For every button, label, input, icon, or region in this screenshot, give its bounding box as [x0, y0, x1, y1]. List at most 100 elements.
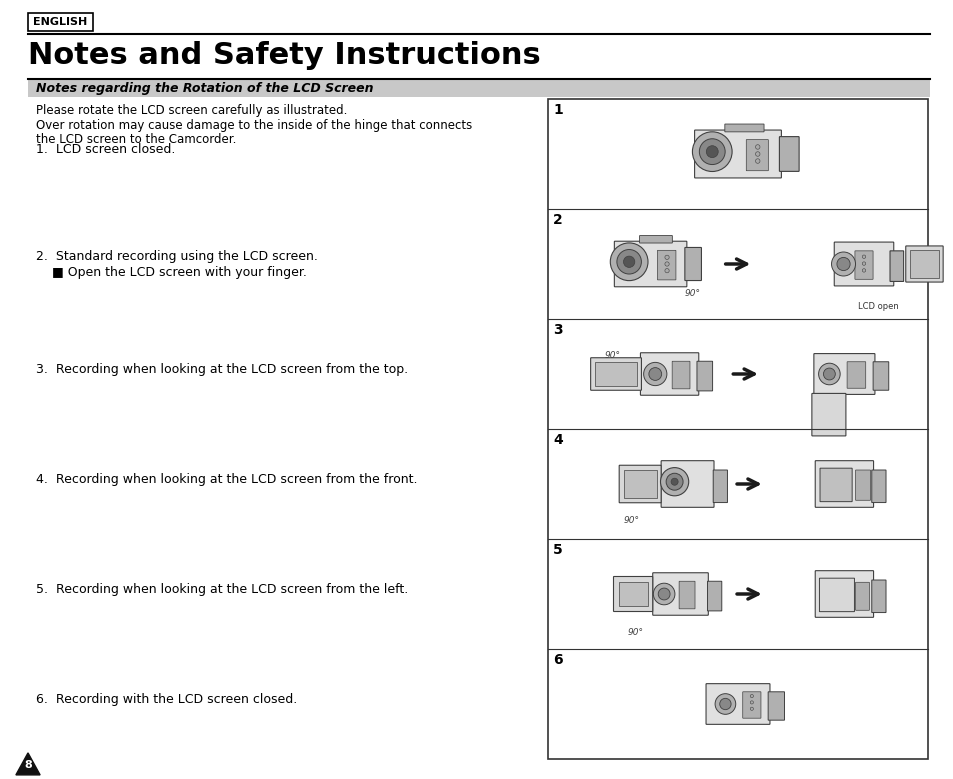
Text: 1: 1: [553, 103, 562, 117]
FancyBboxPatch shape: [713, 470, 727, 502]
FancyBboxPatch shape: [724, 124, 763, 132]
Circle shape: [822, 368, 835, 380]
Circle shape: [705, 146, 718, 157]
Circle shape: [719, 698, 730, 710]
Text: the LCD screen to the Camcorder.: the LCD screen to the Camcorder.: [36, 133, 236, 146]
Text: 90°: 90°: [623, 516, 639, 524]
FancyBboxPatch shape: [613, 576, 652, 612]
Circle shape: [749, 707, 753, 710]
FancyBboxPatch shape: [705, 684, 769, 724]
FancyBboxPatch shape: [660, 460, 713, 507]
Circle shape: [836, 257, 849, 270]
FancyBboxPatch shape: [779, 136, 799, 171]
FancyBboxPatch shape: [679, 581, 695, 609]
FancyBboxPatch shape: [672, 361, 689, 389]
FancyBboxPatch shape: [815, 571, 873, 617]
Bar: [28, 79, 929, 97]
Text: 90°: 90°: [683, 289, 700, 298]
Circle shape: [610, 243, 647, 280]
Text: 90°: 90°: [627, 629, 642, 637]
FancyBboxPatch shape: [697, 361, 712, 391]
FancyBboxPatch shape: [707, 581, 721, 611]
Text: 1.  LCD screen closed.: 1. LCD screen closed.: [36, 143, 175, 156]
FancyBboxPatch shape: [909, 250, 938, 278]
Circle shape: [755, 145, 760, 150]
FancyBboxPatch shape: [904, 246, 943, 282]
Text: LCD open: LCD open: [858, 302, 898, 311]
FancyBboxPatch shape: [652, 573, 707, 615]
Text: Notes and Safety Instructions: Notes and Safety Instructions: [28, 41, 540, 70]
FancyBboxPatch shape: [855, 470, 869, 500]
FancyBboxPatch shape: [819, 578, 854, 612]
Circle shape: [664, 262, 668, 266]
FancyBboxPatch shape: [618, 465, 660, 502]
Circle shape: [755, 152, 760, 157]
Text: 2: 2: [553, 213, 562, 227]
FancyBboxPatch shape: [595, 362, 637, 386]
Circle shape: [699, 139, 724, 164]
Text: 8: 8: [24, 760, 31, 770]
FancyBboxPatch shape: [684, 248, 700, 280]
FancyBboxPatch shape: [694, 130, 781, 178]
Circle shape: [664, 269, 668, 273]
FancyBboxPatch shape: [767, 692, 783, 720]
Polygon shape: [16, 753, 40, 775]
Circle shape: [659, 467, 688, 495]
FancyBboxPatch shape: [745, 139, 767, 171]
Text: Over rotation may cause damage to the inside of the hinge that connects: Over rotation may cause damage to the in…: [36, 119, 472, 132]
Text: 5.  Recording when looking at the LCD screen from the left.: 5. Recording when looking at the LCD scr…: [36, 583, 408, 595]
FancyBboxPatch shape: [855, 582, 868, 610]
Circle shape: [643, 362, 666, 386]
FancyBboxPatch shape: [854, 251, 872, 280]
Text: Notes regarding the Rotation of the LCD Screen: Notes regarding the Rotation of the LCD …: [36, 82, 374, 94]
FancyBboxPatch shape: [639, 235, 672, 243]
FancyBboxPatch shape: [872, 361, 888, 390]
Text: 5: 5: [553, 543, 562, 557]
FancyBboxPatch shape: [815, 460, 873, 507]
FancyBboxPatch shape: [833, 242, 893, 286]
Circle shape: [665, 474, 682, 490]
Circle shape: [862, 262, 864, 266]
FancyBboxPatch shape: [657, 250, 676, 280]
Circle shape: [862, 269, 864, 272]
Circle shape: [648, 368, 661, 380]
Circle shape: [623, 256, 634, 267]
Text: ■ Open the LCD screen with your finger.: ■ Open the LCD screen with your finger.: [36, 266, 307, 279]
Circle shape: [653, 583, 674, 605]
Text: 6.  Recording with the LCD screen closed.: 6. Recording with the LCD screen closed.: [36, 693, 297, 706]
FancyBboxPatch shape: [813, 354, 874, 394]
Text: 2.  Standard recording using the LCD screen.: 2. Standard recording using the LCD scre…: [36, 249, 317, 263]
Circle shape: [755, 159, 760, 164]
FancyBboxPatch shape: [820, 468, 851, 502]
Circle shape: [818, 363, 840, 385]
FancyBboxPatch shape: [742, 692, 760, 718]
FancyBboxPatch shape: [871, 470, 885, 502]
Text: 4.  Recording when looking at the LCD screen from the front.: 4. Recording when looking at the LCD scr…: [36, 473, 417, 485]
Circle shape: [670, 478, 678, 485]
Circle shape: [664, 256, 668, 259]
FancyBboxPatch shape: [623, 470, 656, 498]
FancyBboxPatch shape: [811, 393, 845, 436]
Circle shape: [715, 693, 735, 714]
FancyBboxPatch shape: [889, 251, 902, 281]
Text: 3.  Recording when looking at the LCD screen from the top.: 3. Recording when looking at the LCD scr…: [36, 362, 408, 375]
FancyBboxPatch shape: [639, 353, 698, 395]
Text: 6: 6: [553, 653, 562, 667]
Text: ENGLISH: ENGLISH: [32, 17, 87, 27]
Text: 3: 3: [553, 323, 562, 337]
Circle shape: [862, 255, 864, 259]
Circle shape: [749, 701, 753, 704]
FancyBboxPatch shape: [871, 580, 885, 612]
Text: Please rotate the LCD screen carefully as illustrated.: Please rotate the LCD screen carefully a…: [36, 104, 347, 117]
Bar: [547, 99, 927, 759]
FancyBboxPatch shape: [590, 358, 640, 390]
FancyBboxPatch shape: [28, 13, 92, 31]
Circle shape: [749, 694, 753, 698]
Circle shape: [617, 249, 640, 274]
Text: 90°: 90°: [604, 351, 620, 361]
Text: 4: 4: [553, 433, 562, 447]
Circle shape: [831, 252, 855, 276]
FancyBboxPatch shape: [614, 241, 686, 287]
Circle shape: [658, 588, 669, 600]
FancyBboxPatch shape: [618, 582, 647, 606]
